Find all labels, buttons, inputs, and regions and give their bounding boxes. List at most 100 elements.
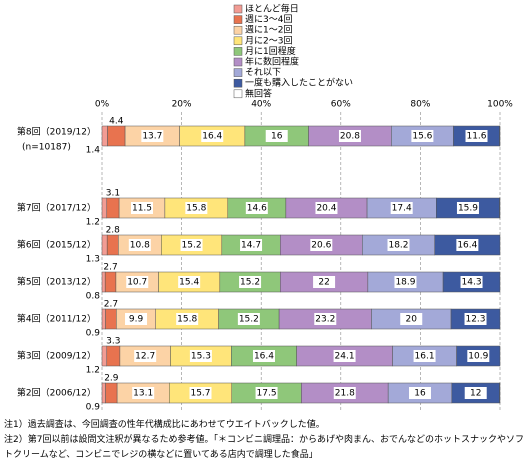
bar-segment	[101, 345, 108, 367]
chart: ほとんど毎日週に3～4回週に1～2回月に2～3回月に1回程度年に数回程度それ以下…	[17, 3, 513, 413]
data-label: 14.7	[241, 241, 261, 251]
legend-label: 週に3～4回	[245, 14, 292, 25]
data-label: 13.1	[133, 389, 153, 399]
data-label-bg	[252, 350, 275, 362]
data-label: 18.9	[395, 278, 415, 288]
data-label-bg	[132, 387, 155, 399]
data-label: 16.4	[457, 241, 477, 251]
data-label: 14.3	[462, 278, 482, 288]
data-label: 11.5	[132, 204, 152, 214]
legend-label: ほとんど毎日	[245, 3, 299, 15]
data-label-bg	[464, 387, 487, 399]
data-label: 20.6	[311, 241, 331, 251]
data-label: 1.2	[86, 218, 100, 228]
data-label-bg	[237, 313, 260, 325]
data-label-bg	[128, 239, 151, 251]
data-label: 15.2	[240, 278, 260, 288]
data-label: 15.2	[182, 241, 202, 251]
category-label: 第5回（2013/12）	[17, 276, 96, 288]
data-label: 15.8	[177, 315, 197, 325]
legend-swatch	[233, 36, 243, 46]
data-label: 16.1	[415, 352, 435, 362]
data-label: 20	[406, 315, 418, 325]
data-label-bg	[313, 276, 336, 288]
data-label: 23.2	[315, 315, 335, 325]
data-label: 22	[318, 278, 329, 288]
data-label: 14.6	[247, 204, 267, 214]
data-label: 1.4	[86, 146, 101, 156]
data-label-bg	[134, 350, 157, 362]
data-label-bg	[239, 276, 262, 288]
data-label: 24.1	[335, 352, 355, 362]
bar-segment	[105, 308, 117, 330]
data-label: 10.8	[130, 241, 150, 251]
data-label: 16.4	[254, 352, 274, 362]
data-label: 0.9	[86, 329, 101, 339]
legend-label: 年に数回程度	[245, 56, 299, 68]
data-label: 16	[271, 132, 283, 142]
data-label: 2.8	[106, 226, 121, 236]
legend-swatch	[233, 25, 243, 35]
data-label: 9.9	[129, 315, 144, 325]
data-label-bg	[130, 202, 153, 214]
x-tick-label: 40%	[251, 100, 271, 110]
x-tick-label: 60%	[331, 100, 351, 110]
bar-segment	[101, 197, 108, 219]
data-label: 16.4	[202, 132, 222, 142]
data-label: 15.2	[239, 315, 259, 325]
data-label: 20.4	[316, 204, 336, 214]
data-label: 16	[414, 389, 426, 399]
category-label: 第8回（2019/12）	[17, 126, 96, 138]
data-label-bg	[390, 202, 413, 214]
data-label-bg	[189, 387, 212, 399]
data-label-bg	[409, 387, 432, 399]
data-label: 15.4	[179, 278, 199, 288]
data-label-bg	[411, 130, 434, 142]
data-label-bg	[400, 313, 423, 325]
data-label: 18.2	[388, 241, 408, 251]
sample-size-label: (n=10187)	[22, 143, 71, 153]
data-label-bg	[125, 313, 148, 325]
bar-segment	[107, 125, 126, 147]
data-label-bg	[180, 239, 203, 251]
data-label-bg	[310, 239, 333, 251]
note: 注2）第7回以前は設問文注釈が異なるため参考値。「＊コンビニ調理品：からあげや肉…	[4, 435, 524, 460]
data-label: 2.7	[103, 263, 117, 273]
data-label: 3.3	[106, 337, 120, 347]
data-label-bg	[467, 350, 490, 362]
data-label: 12	[470, 389, 481, 399]
data-label: 12.7	[135, 352, 155, 362]
legend-swatch	[233, 78, 243, 88]
data-label: 15.6	[412, 132, 432, 142]
data-label: 20.8	[340, 132, 360, 142]
data-label-bg	[456, 239, 479, 251]
data-label: 15.3	[191, 352, 211, 362]
category-label: 第4回（2011/12）	[17, 313, 96, 325]
data-label-bg	[460, 276, 483, 288]
bar-segment	[106, 345, 121, 367]
data-label-bg	[456, 202, 479, 214]
data-label-bg	[265, 130, 288, 142]
data-label-bg	[245, 202, 268, 214]
x-tick-label: 80%	[410, 100, 430, 110]
data-label: 3.1	[106, 189, 120, 199]
data-label-bg	[141, 130, 164, 142]
x-tick-label: 0%	[95, 100, 110, 110]
bar-segment	[101, 308, 106, 330]
legend-swatch	[233, 4, 243, 14]
data-label: 10.7	[127, 278, 147, 288]
legend-label: 無回答	[245, 87, 272, 99]
data-label: 17.5	[257, 389, 277, 399]
data-label-bg	[387, 239, 410, 251]
data-label: 21.8	[335, 389, 355, 399]
bar-segment	[101, 271, 106, 293]
data-label: 12.3	[465, 315, 485, 325]
legend-label: 月に2～3回	[245, 35, 292, 46]
data-label: 2.7	[104, 300, 118, 310]
data-label: 0.9	[86, 403, 101, 413]
data-label: 4.4	[109, 117, 124, 127]
data-label-bg	[176, 313, 199, 325]
legend-swatch	[233, 68, 243, 77]
data-label-bg	[464, 313, 487, 325]
